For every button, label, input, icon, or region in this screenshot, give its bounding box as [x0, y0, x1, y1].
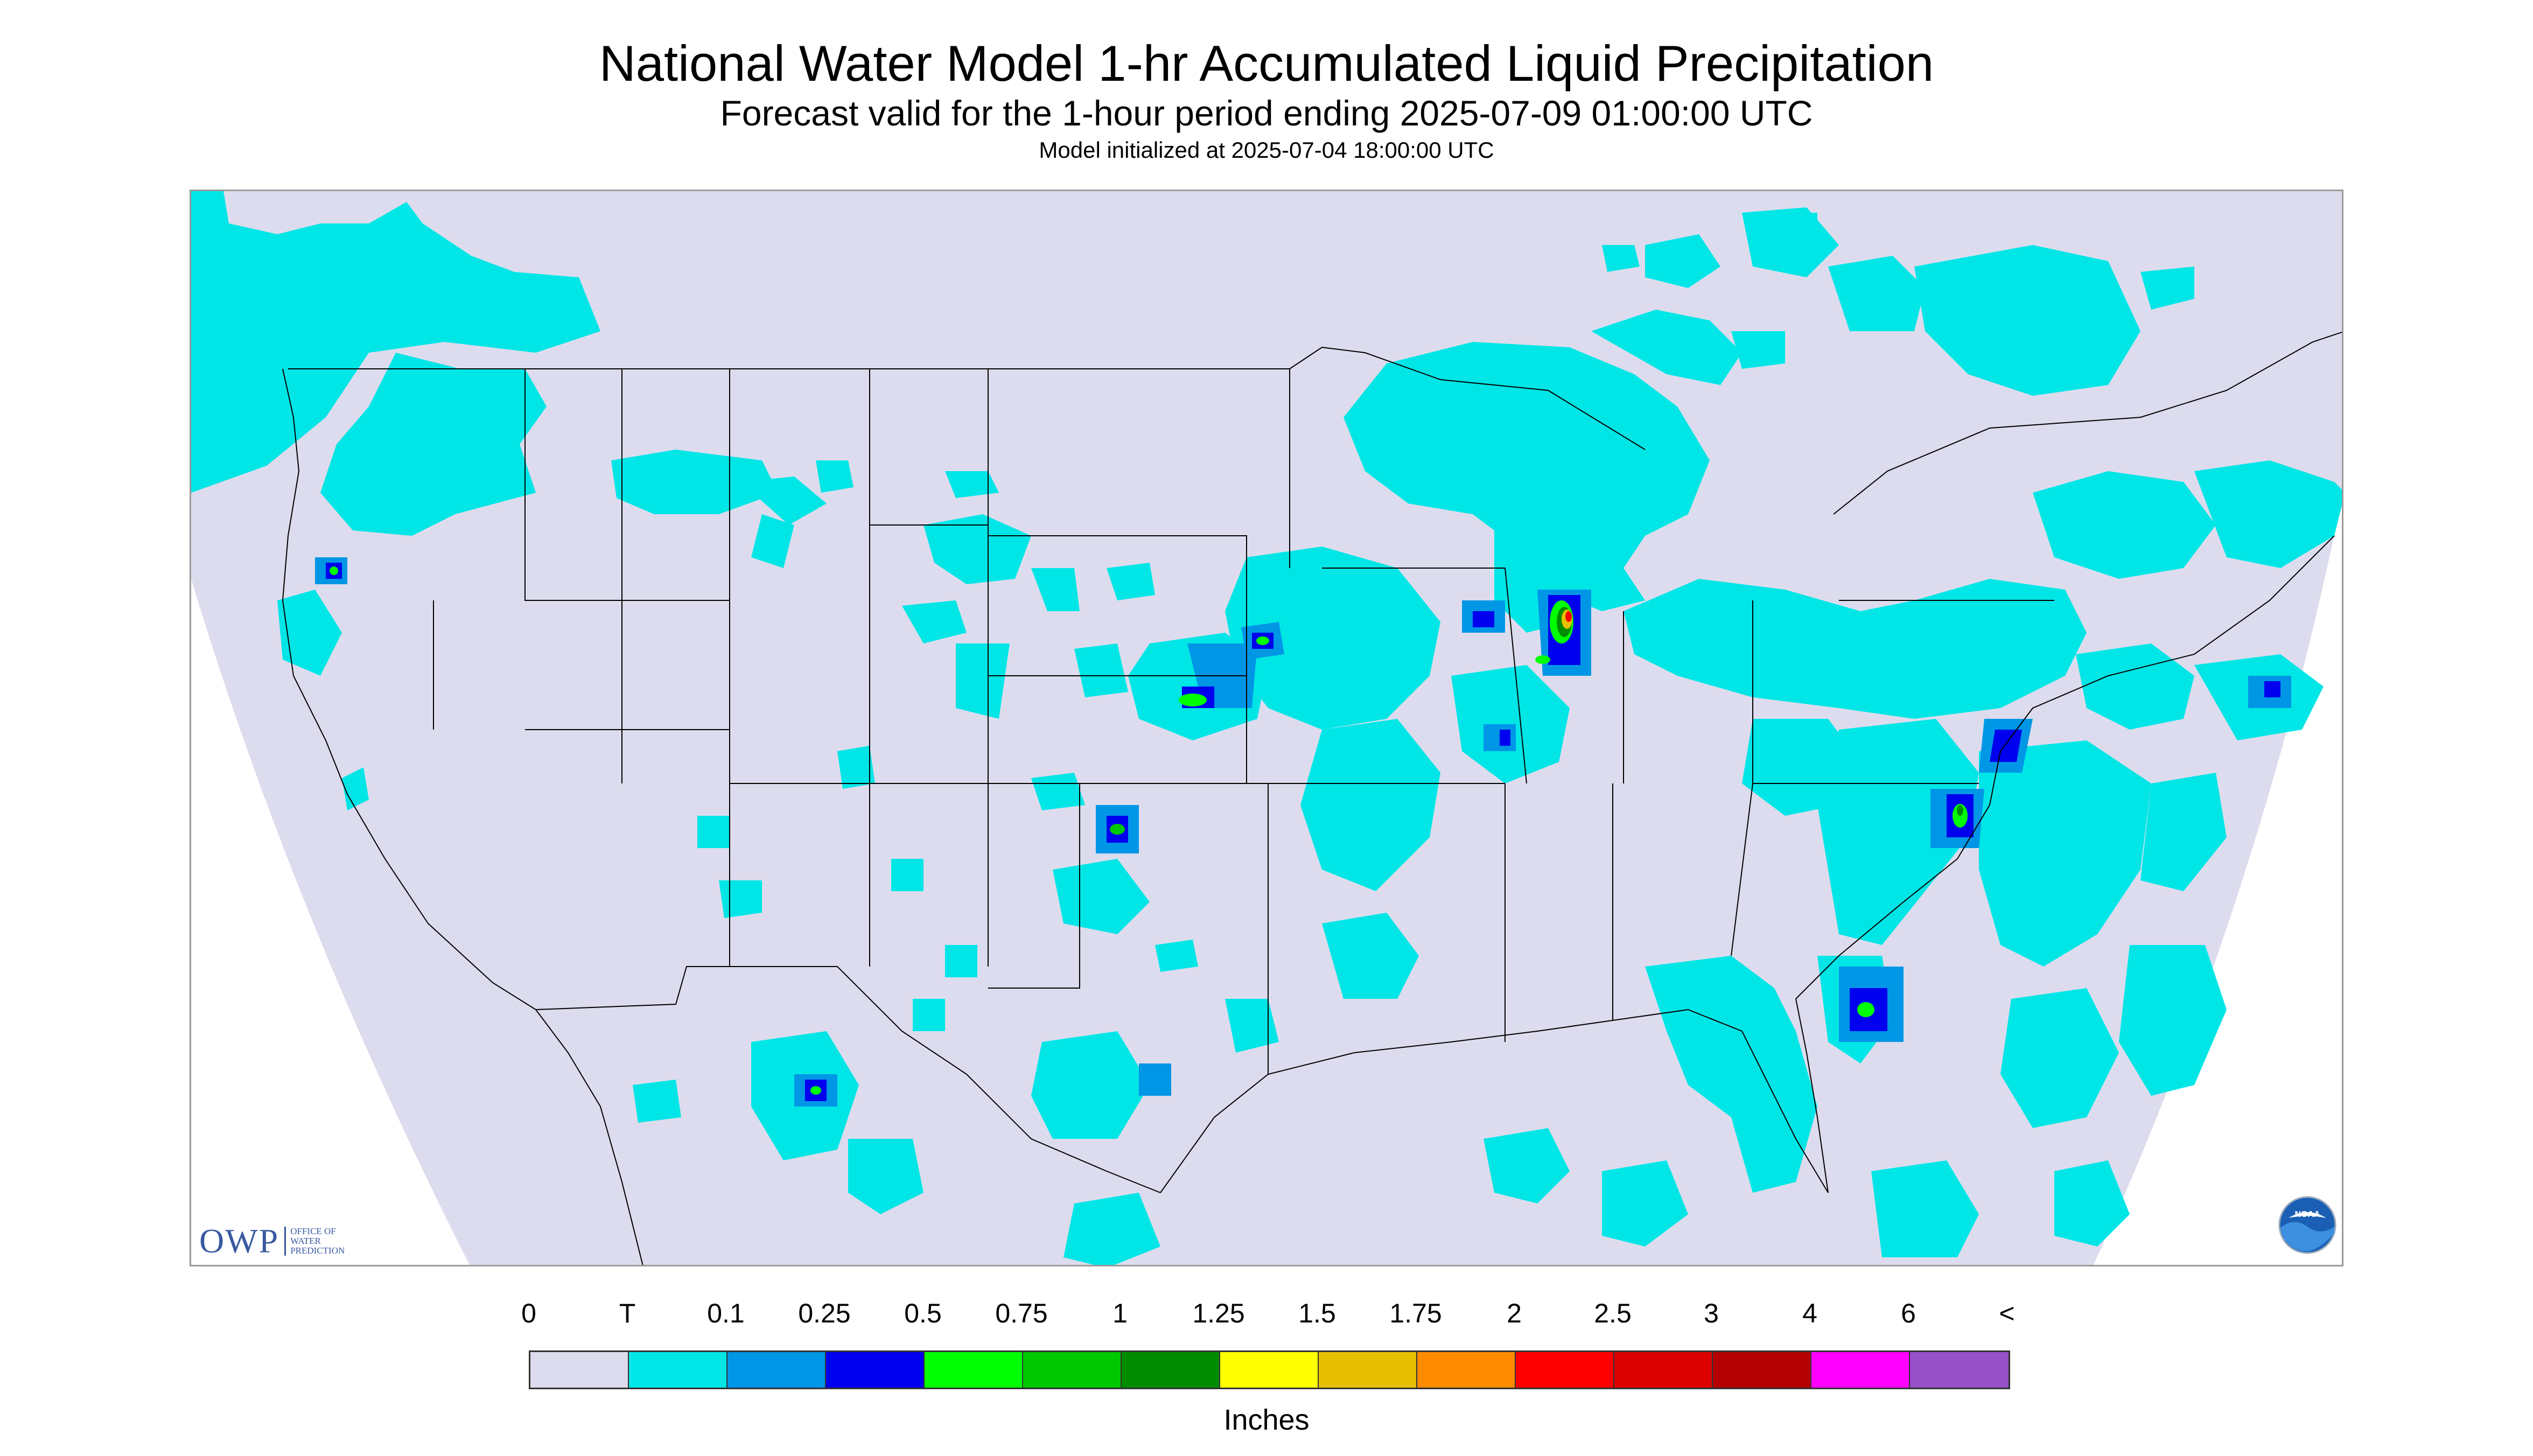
- legend-swatch: [629, 1352, 727, 1388]
- legend-label: 0.1: [707, 1298, 745, 1328]
- legend-label: 6: [1901, 1298, 1916, 1328]
- legend-swatch: [1023, 1352, 1122, 1388]
- legend-labels: 0 T 0.1 0.25 0.5 0.75 1 1.25 1.5 1.75 2 2.5 3 4 6 <: [521, 1298, 2037, 1335]
- forecast-valid-subtitle: Forecast valid for the 1-hour period end…: [720, 93, 1813, 133]
- legend-swatch: [1319, 1352, 1417, 1388]
- legend-label: 0: [521, 1298, 536, 1328]
- legend-units: Inches: [1223, 1404, 1310, 1436]
- legend-swatch: [1614, 1352, 1713, 1388]
- precip-trace-areas: [191, 191, 2342, 1265]
- legend-swatch: [1417, 1352, 1516, 1388]
- legend-swatch: [1811, 1352, 1910, 1388]
- map-svg: [191, 191, 2342, 1265]
- legend-label: 4: [1802, 1298, 1817, 1328]
- legend-label: 1: [1112, 1298, 1128, 1328]
- legend-label: 1.5: [1298, 1298, 1336, 1328]
- owp-line-3: Prediction: [290, 1245, 345, 1256]
- legend-label: 2: [1507, 1298, 1522, 1328]
- legend-swatch: [1910, 1352, 2009, 1388]
- model-init-text: Model initialized at 2025-07-04 18:00:00…: [1039, 137, 1494, 163]
- owp-logo: OWP Office of Water Prediction: [199, 1221, 345, 1261]
- legend-label: T: [619, 1298, 636, 1328]
- legend-swatch: [727, 1352, 826, 1388]
- legend-swatch: [1713, 1352, 1811, 1388]
- legend-label: <: [1999, 1298, 2015, 1328]
- owp-logo-subtext: Office of Water Prediction: [284, 1227, 345, 1256]
- legend-colorbar: [529, 1350, 2010, 1389]
- legend-swatch: [1516, 1352, 1614, 1388]
- owp-logo-text: OWP: [199, 1222, 279, 1260]
- chart-title: National Water Model 1-hr Accumulated Li…: [599, 35, 1934, 92]
- legend-label: 1.25: [1192, 1298, 1245, 1328]
- noaa-logo-icon: NOAA: [2278, 1196, 2336, 1254]
- legend-swatch: [1220, 1352, 1319, 1388]
- legend-swatch: [826, 1352, 925, 1388]
- legend-swatch: [925, 1352, 1023, 1388]
- legend-label: 0.25: [798, 1298, 851, 1328]
- owp-line-1: Office of: [290, 1226, 336, 1237]
- precipitation-map: [190, 190, 2343, 1266]
- boundaries: [282, 331, 2342, 1265]
- owp-line-2: Water: [290, 1236, 321, 1247]
- legend-label: 3: [1704, 1298, 1719, 1328]
- precip-moderate-areas: [326, 563, 2280, 1101]
- legend-label: 1.75: [1389, 1298, 1442, 1328]
- legend-label: 0.75: [995, 1298, 1048, 1328]
- svg-text:NOAA: NOAA: [2294, 1210, 2320, 1219]
- legend-swatch: [1122, 1352, 1220, 1388]
- legend-label: 2.5: [1594, 1298, 1632, 1328]
- legend-swatch: [530, 1352, 629, 1388]
- precip-heavy-cores: [330, 566, 1968, 1095]
- legend-label: 0.5: [904, 1298, 942, 1328]
